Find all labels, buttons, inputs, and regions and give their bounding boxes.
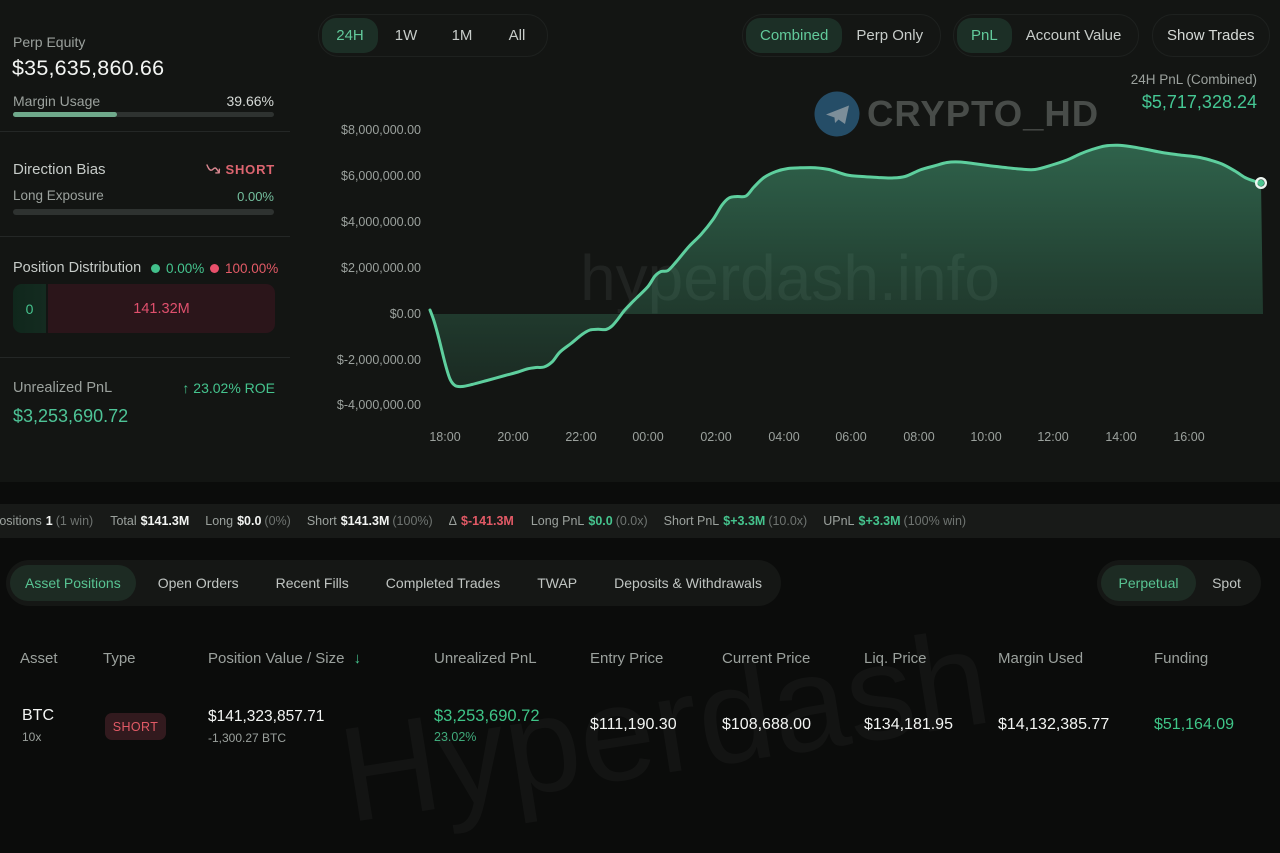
svg-text:$8,000,000.00: $8,000,000.00 [341, 123, 421, 137]
svg-text:12:00: 12:00 [1037, 430, 1068, 444]
svg-text:06:00: 06:00 [835, 430, 866, 444]
svg-text:22:00: 22:00 [565, 430, 596, 444]
svg-text:08:00: 08:00 [903, 430, 934, 444]
svg-text:04:00: 04:00 [768, 430, 799, 444]
svg-text:18:00: 18:00 [429, 430, 460, 444]
svg-text:00:00: 00:00 [632, 430, 663, 444]
svg-text:16:00: 16:00 [1173, 430, 1204, 444]
svg-text:02:00: 02:00 [700, 430, 731, 444]
svg-text:$2,000,000.00: $2,000,000.00 [341, 261, 421, 275]
svg-text:$0.00: $0.00 [390, 307, 421, 321]
svg-text:$4,000,000.00: $4,000,000.00 [341, 215, 421, 229]
svg-text:CRYPTO_HD: CRYPTO_HD [867, 93, 1099, 134]
svg-text:$-4,000,000.00: $-4,000,000.00 [337, 398, 421, 412]
svg-text:20:00: 20:00 [497, 430, 528, 444]
svg-text:10:00: 10:00 [970, 430, 1001, 444]
svg-text:$6,000,000.00: $6,000,000.00 [341, 169, 421, 183]
svg-text:$-2,000,000.00: $-2,000,000.00 [337, 353, 421, 367]
svg-text:14:00: 14:00 [1105, 430, 1136, 444]
